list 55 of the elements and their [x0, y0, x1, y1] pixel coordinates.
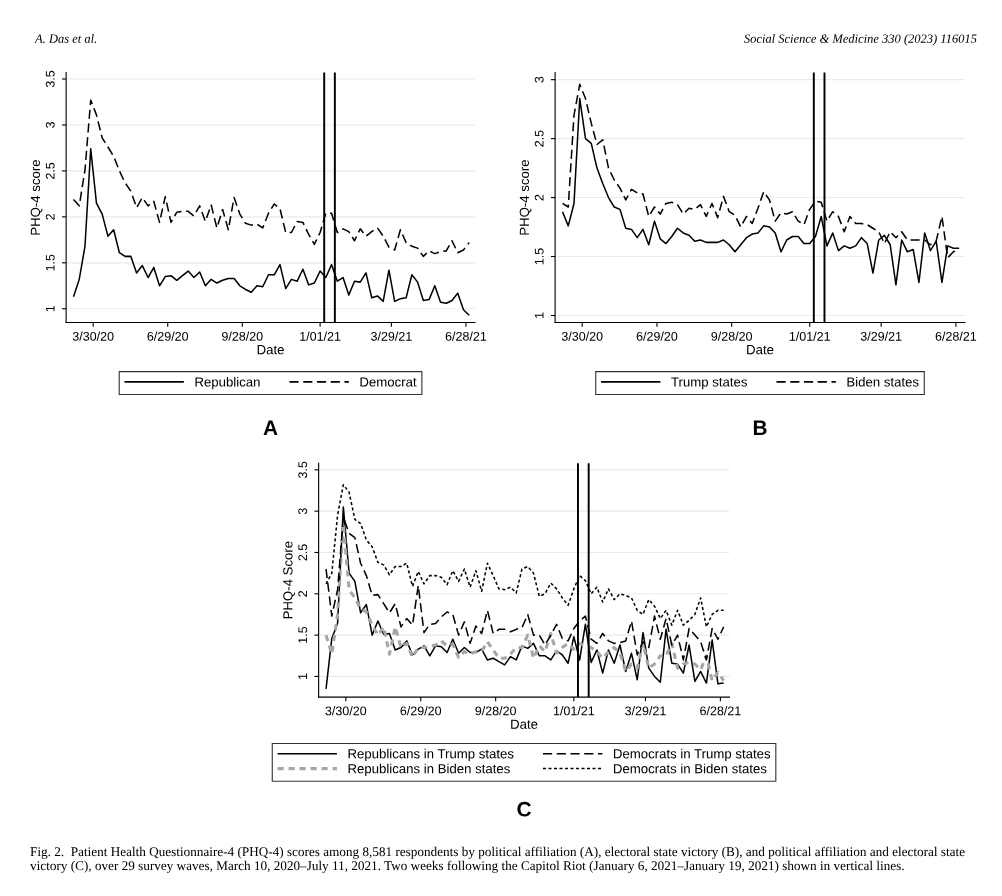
- x-tick-label: 3/30/20: [325, 706, 367, 716]
- x-tick-label: 6/29/20: [400, 706, 442, 716]
- y-tick-label: 2.5: [298, 544, 308, 561]
- legend-label: Trump states: [671, 377, 747, 390]
- legend-label: Democrats in Biden states: [613, 763, 767, 774]
- text: C: [517, 801, 531, 817]
- y-tick-label: 2.5: [534, 130, 544, 147]
- x-tick-label: 1/01/21: [300, 331, 341, 341]
- y-tick-label: 2: [534, 194, 544, 201]
- x-tick-label: 3/29/21: [860, 331, 902, 341]
- x-tick-label: 9/28/20: [222, 331, 263, 341]
- y-axis-title: PHQ-4 score: [519, 160, 532, 235]
- y-axis-title: PHQ-4 Score: [283, 541, 295, 619]
- y-axis-title: PHQ-4 score: [30, 160, 43, 235]
- y-tick-label: 3: [298, 508, 308, 515]
- y-tick-label: 1: [534, 312, 544, 319]
- legend-label: Democrat: [360, 377, 417, 387]
- x-tick-label: 6/29/20: [636, 331, 678, 341]
- x-tick-label: 9/28/20: [711, 331, 753, 341]
- y-tick-label: 1: [45, 305, 55, 312]
- x-axis-title: Date: [511, 719, 538, 729]
- x-tick-label: 6/28/21: [445, 331, 487, 341]
- x-tick-label: 3/30/20: [561, 331, 603, 341]
- caption: Fig. 2. Patient Health Questionnaire-4 (PHQ-4) scores among 8,581 respondents by political affiliation (A), electoral state victory (B), and political affiliation and electoral state victory (C), over 29 survey waves, March 10, 2020–July 11, 2021. Two weeks following the Capitol Riot (January 6, 2021–January 19, 2021) shown in vertical lines.: [30, 846, 965, 873]
- x-tick-label: 6/28/21: [700, 706, 741, 716]
- text: A. Das et al.: [34, 34, 97, 43]
- y-tick-label: 1.5: [298, 626, 308, 643]
- y-tick-label: 3: [45, 122, 55, 128]
- x-axis-title: Date: [257, 345, 284, 355]
- x-tick-label: 3/29/21: [371, 331, 412, 341]
- x-tick-label: 1/01/21: [789, 331, 830, 341]
- x-tick-label: 3/30/20: [72, 331, 114, 341]
- text: Social Science & Medicine 330 (2023) 116015: [744, 34, 977, 46]
- y-tick-label: 1: [298, 673, 308, 679]
- y-tick-label: 2.5: [45, 162, 55, 179]
- legend-label: Republicans in Trump states: [348, 748, 514, 762]
- y-tick-label: 3.5: [45, 70, 55, 88]
- x-tick-label: 9/28/20: [475, 706, 517, 716]
- y-tick-label: 1.5: [45, 254, 55, 271]
- x-tick-label: 3/29/21: [625, 706, 666, 716]
- x-tick-label: 6/28/21: [935, 331, 977, 341]
- text: B: [753, 420, 767, 435]
- y-tick-label: 1.5: [534, 248, 544, 265]
- x-tick-label: 6/29/20: [147, 331, 189, 341]
- legend-label: Democrats in Trump states: [613, 748, 771, 762]
- legend-label: Biden states: [847, 376, 919, 387]
- y-tick-label: 3: [534, 76, 544, 83]
- text: A: [263, 420, 278, 435]
- legend-label: Republican: [195, 376, 260, 390]
- y-tick-label: 2: [45, 214, 55, 220]
- y-tick-label: 3.5: [298, 461, 308, 479]
- legend-label: Republicans in Biden states: [348, 763, 510, 776]
- x-axis-title: Date: [747, 345, 774, 355]
- x-tick-label: 1/01/21: [553, 706, 595, 716]
- y-tick-label: 2: [298, 590, 308, 597]
